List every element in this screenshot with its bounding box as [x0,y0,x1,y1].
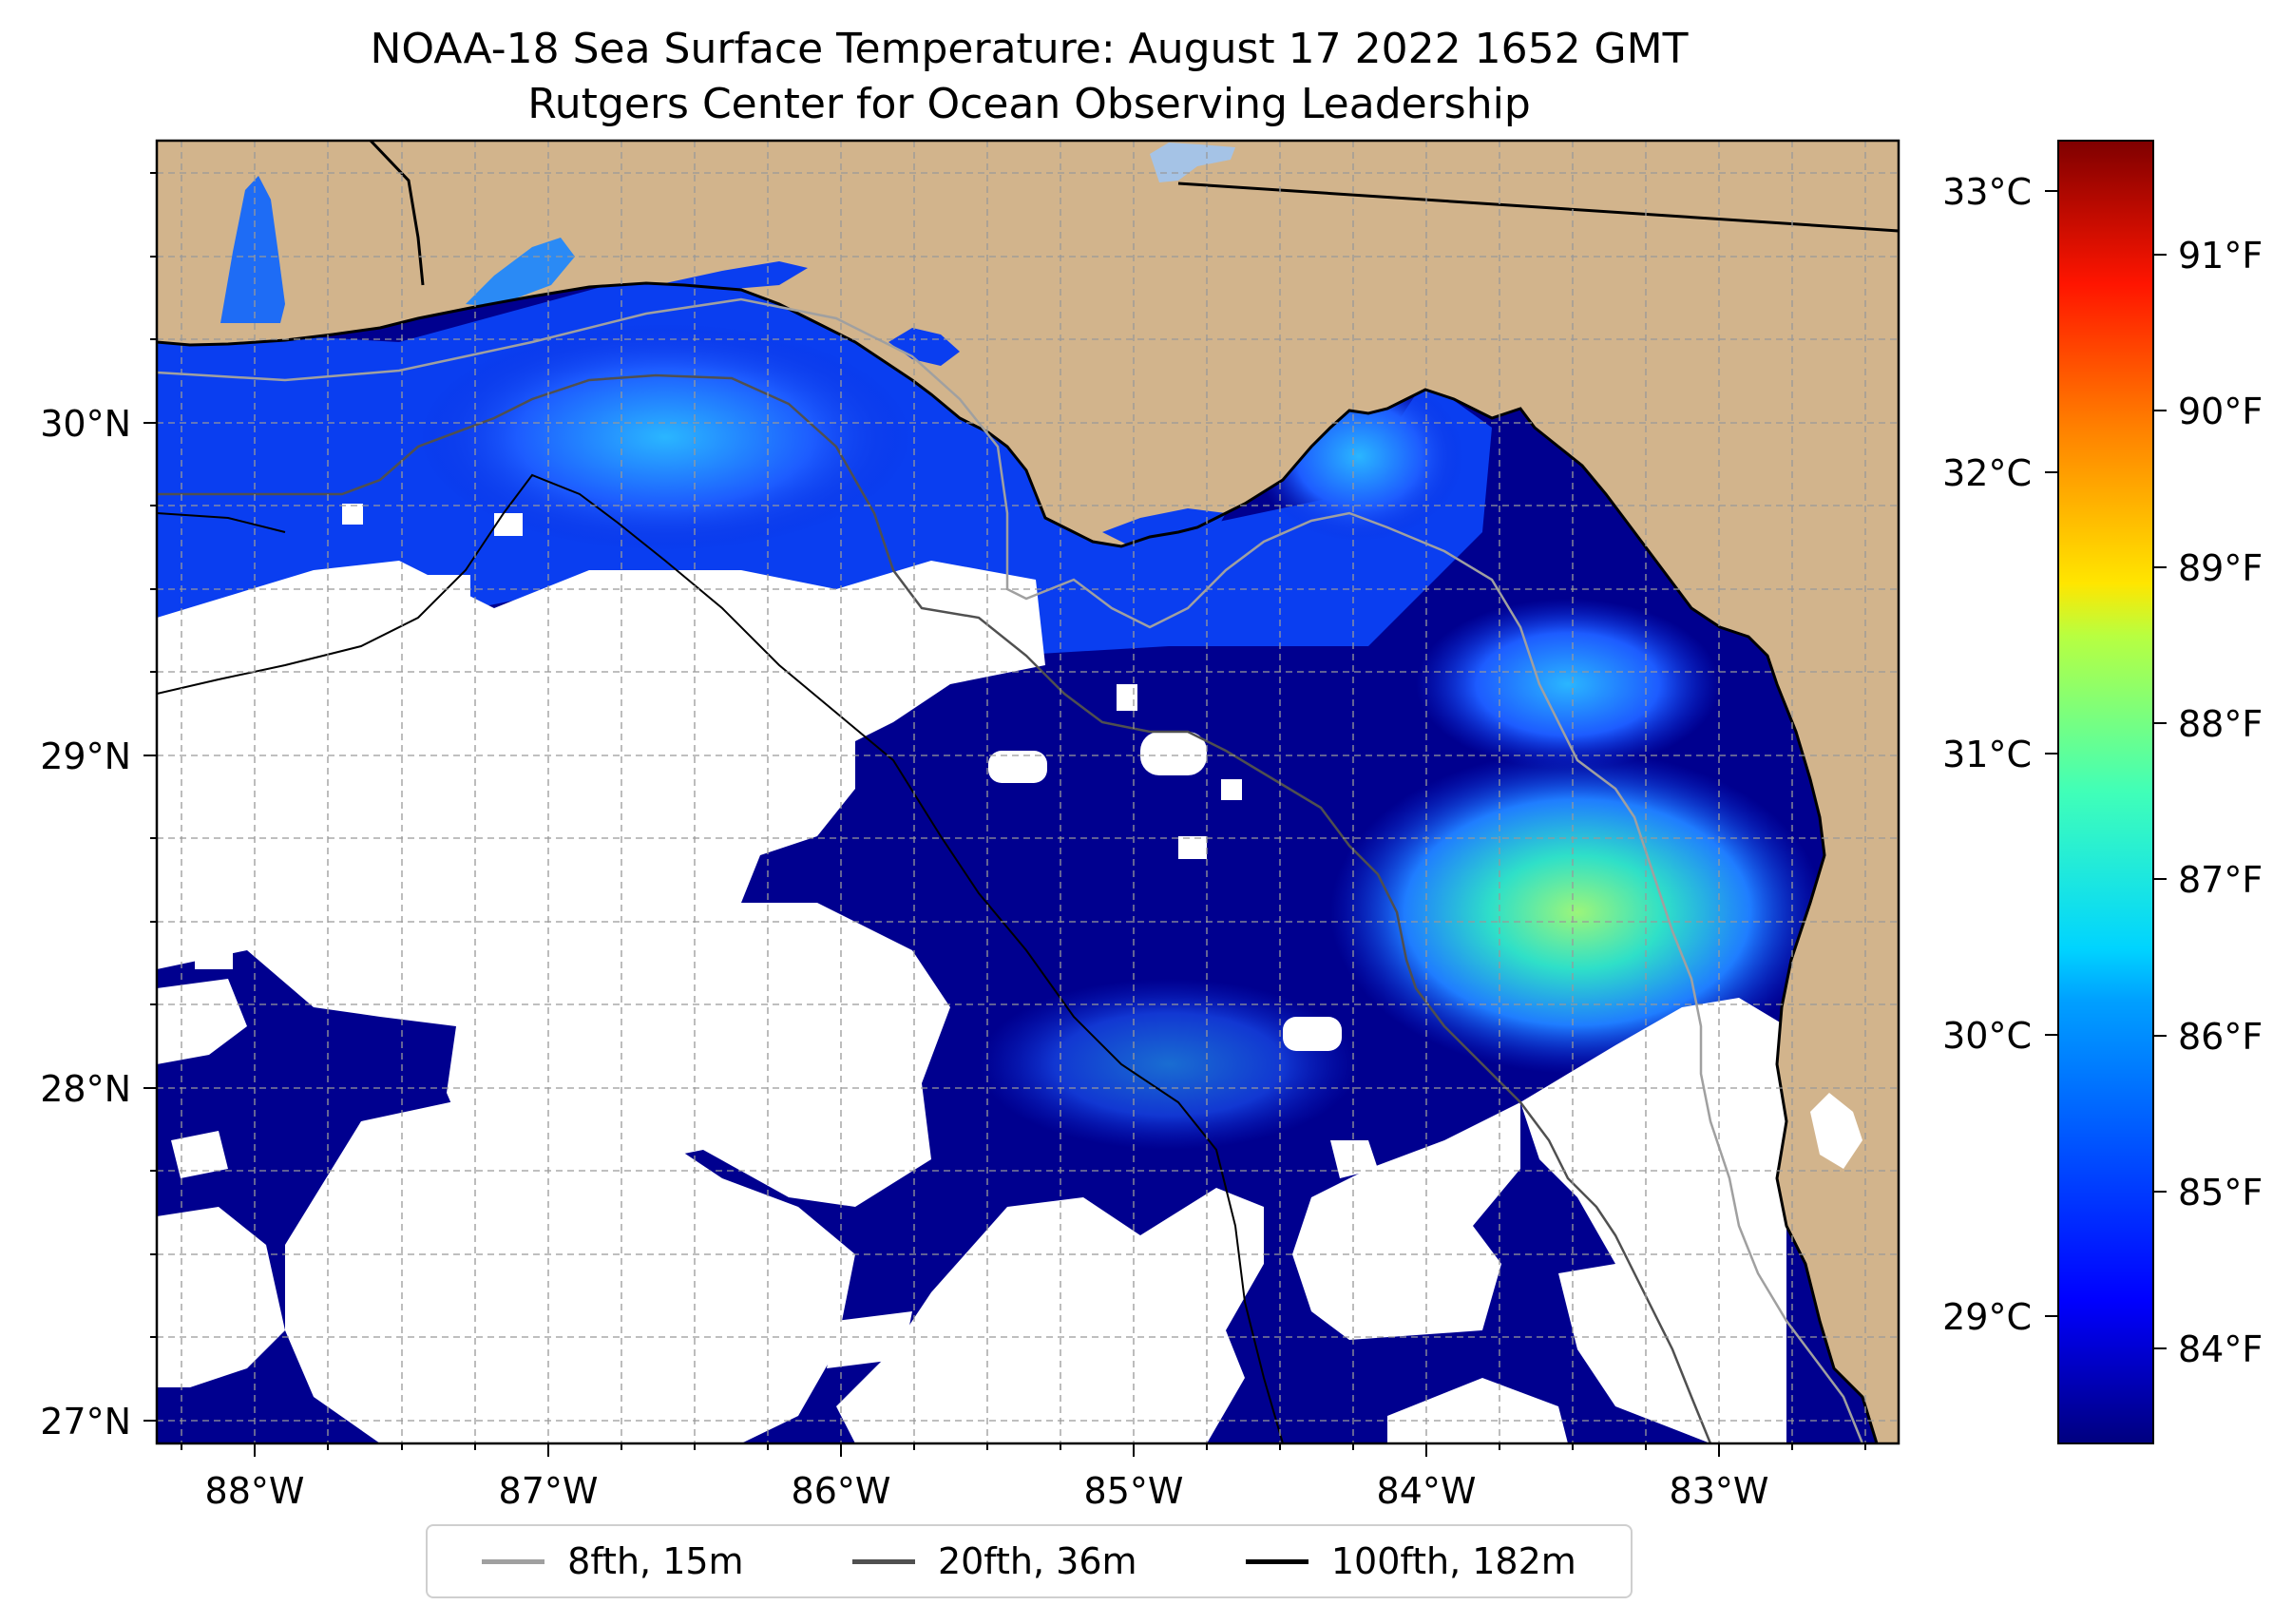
state-border [1177,182,1899,233]
lat-tick-label: 29°N [40,736,131,777]
lon-tick-label: 88°W [205,1470,305,1512]
cloud-area [157,561,1045,1207]
choctawhatchee-bay [665,261,808,290]
cloud-area [195,941,233,969]
cloud-area [285,1093,855,1443]
isobath-legend: 8fth, 15m 20fth, 36m 100fth, 182m [426,1524,1633,1598]
cloud-area [1117,684,1137,711]
map-frame [155,139,1900,1445]
gridlines [157,141,1899,1443]
cloud-area [827,1311,912,1368]
cloud-area [494,513,523,536]
cloud-area [1292,1102,1520,1340]
cloud-area [1178,836,1207,859]
cloud-area [423,575,470,613]
lat-tick-label: 28°N [40,1068,131,1110]
lat-tick-label: 27°N [40,1401,131,1442]
tampa-bay [1810,1093,1862,1169]
cloud-area [1283,1017,1342,1051]
coastline [157,281,1879,1443]
sst-patch [1330,751,1824,1074]
lon-tick-label: 85°W [1084,1470,1184,1512]
cloud-area [157,637,195,694]
cloud-area [171,1131,228,1178]
legend-label: 8fth, 15m [567,1540,744,1582]
cloud-area [1387,1378,1568,1443]
legend-swatch [851,1558,915,1564]
land-area [157,141,1899,1443]
cloud-area [1140,732,1207,775]
lon-tick-label: 84°W [1377,1470,1477,1512]
isobath-20fth [157,373,1712,1443]
map-title: NOAA-18 Sea Surface Temperature: August … [370,25,1689,73]
legend-swatch [1245,1558,1308,1564]
sst-patch [979,979,1359,1150]
apalachee-bay [1102,508,1226,546]
legend-entry-8fth: 8fth, 15m [482,1540,744,1582]
state-border [369,141,425,286]
legend-label: 100fth, 182m [1330,1540,1576,1582]
lon-tick-label: 83°W [1670,1470,1769,1512]
isobath-8fth [157,297,1864,1443]
cloud-area [285,884,323,912]
cloud-area [1520,998,1786,1443]
cloud-area [157,1207,285,1387]
map-subtitle: Rutgers Center for Ocean Observing Leade… [527,80,1531,128]
cloud-area [342,504,363,525]
cloud-area [836,1188,1264,1443]
legend-entry-20fth: 20fth, 36m [851,1540,1137,1582]
lon-tick-label: 86°W [792,1470,891,1512]
lon-tick-label: 87°W [499,1470,599,1512]
isobath-100fth [157,512,286,533]
legend-label: 20fth, 36m [937,1540,1137,1582]
st-andrew-bay [888,328,960,366]
legend-entry-100fth: 100fth, 182m [1245,1540,1576,1582]
sst-patch [418,323,912,551]
legend-swatch [482,1558,545,1564]
lat-tick-label: 30°N [40,403,131,445]
cloud-area [157,979,247,1064]
axis-ticks [143,172,1866,1457]
mobile-bay [220,176,285,323]
cloud-area [988,751,1047,783]
cloud-area [1221,779,1242,800]
no-data-clouds [157,504,1786,1443]
isobath-100fth [157,473,1284,1443]
cloud-area [1330,1140,1378,1178]
lake [1150,143,1235,182]
pensacola-bay [466,238,575,306]
sst-patch [1416,599,1720,770]
